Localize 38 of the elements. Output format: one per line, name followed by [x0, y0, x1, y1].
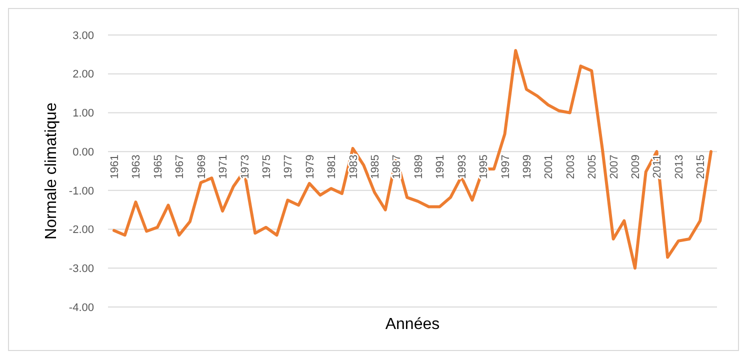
- x-tick-label: 2003: [564, 154, 577, 180]
- y-tick-label: -1.00: [68, 185, 94, 198]
- x-tick-label: 1965: [152, 154, 164, 180]
- x-tick-label: 1977: [282, 154, 295, 180]
- x-tick-label: 2007: [608, 154, 620, 180]
- x-tick-label: 1967: [174, 154, 186, 180]
- x-tick-label: 2009: [630, 154, 642, 180]
- y-tick-label: -3.00: [68, 262, 94, 275]
- x-tick-label: 1985: [370, 154, 382, 180]
- x-tick-label: 1961: [109, 154, 121, 180]
- x-tick-label: 1989: [412, 154, 425, 180]
- x-tick-label: 1995: [478, 154, 490, 180]
- x-tick-label: 2005: [586, 154, 599, 180]
- y-tick-label: -4.00: [68, 302, 94, 314]
- x-tick-label: 2001: [543, 154, 556, 180]
- x-tick-label: 1987: [391, 154, 404, 180]
- x-tick-label: 1971: [218, 154, 230, 180]
- x-tick-label: 1969: [196, 154, 208, 180]
- y-tick-label: 2.00: [72, 68, 94, 81]
- x-tick-label: 1993: [456, 154, 468, 180]
- x-tick-label: 2013: [673, 154, 686, 180]
- x-tick-label: 1975: [260, 154, 273, 180]
- x-tick-label: 1979: [304, 154, 316, 180]
- x-tick-label: 1997: [500, 154, 512, 180]
- x-tick-label: 1991: [434, 154, 447, 180]
- x-tick-label: 1963: [130, 154, 143, 180]
- y-axis-title: Normale climatique: [43, 102, 60, 240]
- x-tick-label: 2015: [695, 154, 708, 180]
- y-tick-label: 1.00: [72, 108, 94, 120]
- y-tick-label: 3.00: [72, 30, 94, 42]
- x-tick-label: 1983: [348, 154, 360, 180]
- x-tick-label: 2011: [652, 154, 664, 178]
- y-tick-label: -2.00: [68, 224, 94, 236]
- x-tick-label: 1999: [521, 154, 534, 180]
- y-tick-label: 0.00: [72, 146, 94, 158]
- x-axis-title: Années: [385, 316, 440, 333]
- x-tick-label: 1973: [239, 154, 252, 180]
- x-tick-label: 1981: [326, 154, 338, 180]
